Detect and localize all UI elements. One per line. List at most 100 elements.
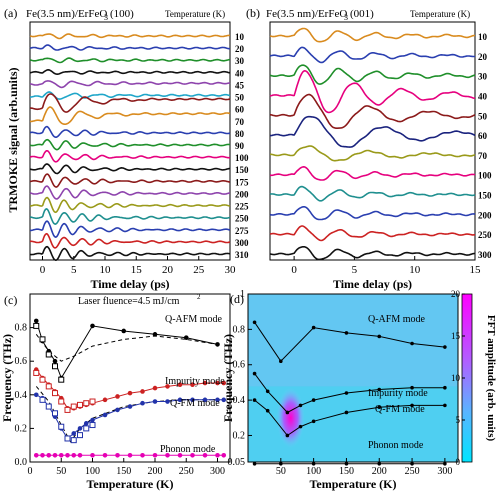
- data-point-impurity-mode: [177, 382, 183, 388]
- x-tick-label: 5: [71, 264, 77, 276]
- panel-label-b: (b): [246, 6, 260, 20]
- trace-a-175k: [29, 173, 230, 188]
- data-point-phonon-mode: [46, 452, 52, 458]
- trace-a-100k: [29, 150, 231, 163]
- data-point-phonon-mode: [177, 452, 183, 458]
- x-tick-label: 0: [40, 264, 46, 276]
- temperature-label: 150: [478, 191, 492, 201]
- trace-b-10k: [269, 27, 475, 43]
- data-point-impurity-mode: [165, 384, 170, 389]
- heatmap-data-point: [344, 391, 349, 395]
- trace-a-150k: [29, 163, 230, 175]
- data-point-phonon-mode: [71, 452, 77, 458]
- trace-a-50k: [29, 91, 231, 100]
- data-point-q-afm-mode: [90, 323, 95, 329]
- x-tick-label: 0: [28, 466, 33, 477]
- temperature-label: 20: [478, 52, 488, 62]
- heatmap-hotspot: [276, 387, 305, 448]
- trace-b-250k: [269, 225, 476, 242]
- data-point-phonon-mode: [215, 452, 220, 458]
- data-point-q-fm-mode: [221, 397, 227, 403]
- data-point-phonon-mode: [202, 452, 208, 458]
- data-point-open: [77, 432, 83, 439]
- data-point-open: [45, 351, 52, 358]
- data-point-phonon-mode: [102, 452, 108, 458]
- temperature-label: 50: [235, 93, 245, 103]
- heatmap-data-point: [252, 398, 257, 402]
- fluence-annotation-sup: 2: [197, 293, 201, 301]
- heatmap-data-point: [377, 387, 382, 392]
- heatmap-data-point: [410, 385, 414, 390]
- temperature-label: 80: [235, 129, 245, 139]
- heatmap-data-point: [344, 331, 349, 335]
- data-point-phonon-mode: [90, 452, 95, 458]
- data-point-impurity-mode: [215, 380, 220, 386]
- colorbar-tick-label: 15: [451, 331, 461, 341]
- temperature-label: 300: [478, 250, 492, 260]
- data-point-q-afm-mode: [33, 318, 39, 324]
- data-point-q-fm-mode: [165, 399, 170, 404]
- legend-title-a: Temperature (K): [165, 9, 225, 19]
- temperature-label: 70: [478, 151, 488, 161]
- data-point-q-fm-mode: [177, 397, 183, 403]
- data-point-impurity-mode: [102, 397, 108, 403]
- colorbar-tick-label: 10: [451, 373, 461, 383]
- x-tick-label: 15: [131, 264, 143, 276]
- temperature-label: 250: [235, 214, 249, 224]
- data-point-q-fm-mode: [127, 404, 133, 409]
- data-point-open: [58, 398, 65, 405]
- trace-a-310k: [29, 245, 231, 262]
- data-point-phonon-mode: [115, 452, 120, 458]
- temperature-label: 275: [235, 226, 249, 236]
- heatmap-data-point: [377, 334, 382, 339]
- x-tick-label: 250: [179, 466, 194, 477]
- y-axis-label-a: TRMOKE signal (arb.units): [6, 67, 20, 212]
- x-tick-label: 10: [409, 264, 421, 276]
- trace-b-20k: [269, 46, 476, 64]
- data-point-impurity-mode: [221, 380, 227, 386]
- heatmap-series-label-q-afm-mode: Q-AFM mode: [368, 314, 426, 325]
- data-point-open: [58, 423, 65, 430]
- series-label-phonon-mode: Phonon mode: [160, 444, 216, 455]
- y-tick-label: 0.2: [15, 423, 28, 434]
- heatmap-data-point: [285, 410, 290, 415]
- data-point-phonon-mode: [127, 452, 133, 458]
- heatmap-data-point: [285, 433, 290, 438]
- data-point-impurity-mode: [127, 390, 133, 396]
- y-tick-label: 0.6: [233, 360, 246, 371]
- x-tick-label: 100: [85, 466, 100, 477]
- x-tick-label: 5: [352, 264, 358, 276]
- x-axis-label: Temperature (K): [310, 477, 397, 491]
- y-tick-label: 0.4: [233, 395, 246, 406]
- data-point-open: [45, 403, 52, 410]
- data-point-q-fm-mode: [102, 412, 108, 418]
- fit-curve-q-fm-fit: [35, 386, 218, 443]
- heatmap-data-point: [279, 359, 283, 364]
- y-tick-label: 0.2: [233, 430, 246, 441]
- heatmap-data-point: [377, 461, 382, 466]
- y-axis-label: Frequency (THz): [0, 334, 14, 422]
- temperature-label: 310: [235, 250, 249, 260]
- data-point-q-fm-mode: [202, 397, 208, 403]
- fit-curve-q-afm-fit: [35, 334, 218, 362]
- temperature-label: 200: [235, 189, 249, 199]
- series-label-q-afm-mode: Q-AFM mode: [165, 314, 223, 325]
- x-tick-label: 250: [405, 466, 420, 477]
- trace-a-60k: [30, 93, 231, 113]
- data-point-q-fm-mode: [71, 431, 77, 436]
- data-point-open: [83, 425, 90, 432]
- temperature-label: 100: [235, 153, 249, 163]
- temperature-label: 60: [478, 131, 488, 141]
- panel-b-title-sub: 3: [344, 13, 348, 22]
- temperature-label: 200: [478, 210, 492, 220]
- trace-a-250k: [29, 208, 231, 225]
- data-point-phonon-mode: [58, 452, 64, 458]
- trace-b-150k: [269, 185, 476, 202]
- x-axis-label: Temperature (K): [87, 477, 174, 491]
- data-point-open: [89, 422, 96, 429]
- temperature-label: 300: [235, 238, 249, 248]
- heatmap-data-point: [252, 320, 257, 325]
- heatmap-data-point: [377, 405, 382, 409]
